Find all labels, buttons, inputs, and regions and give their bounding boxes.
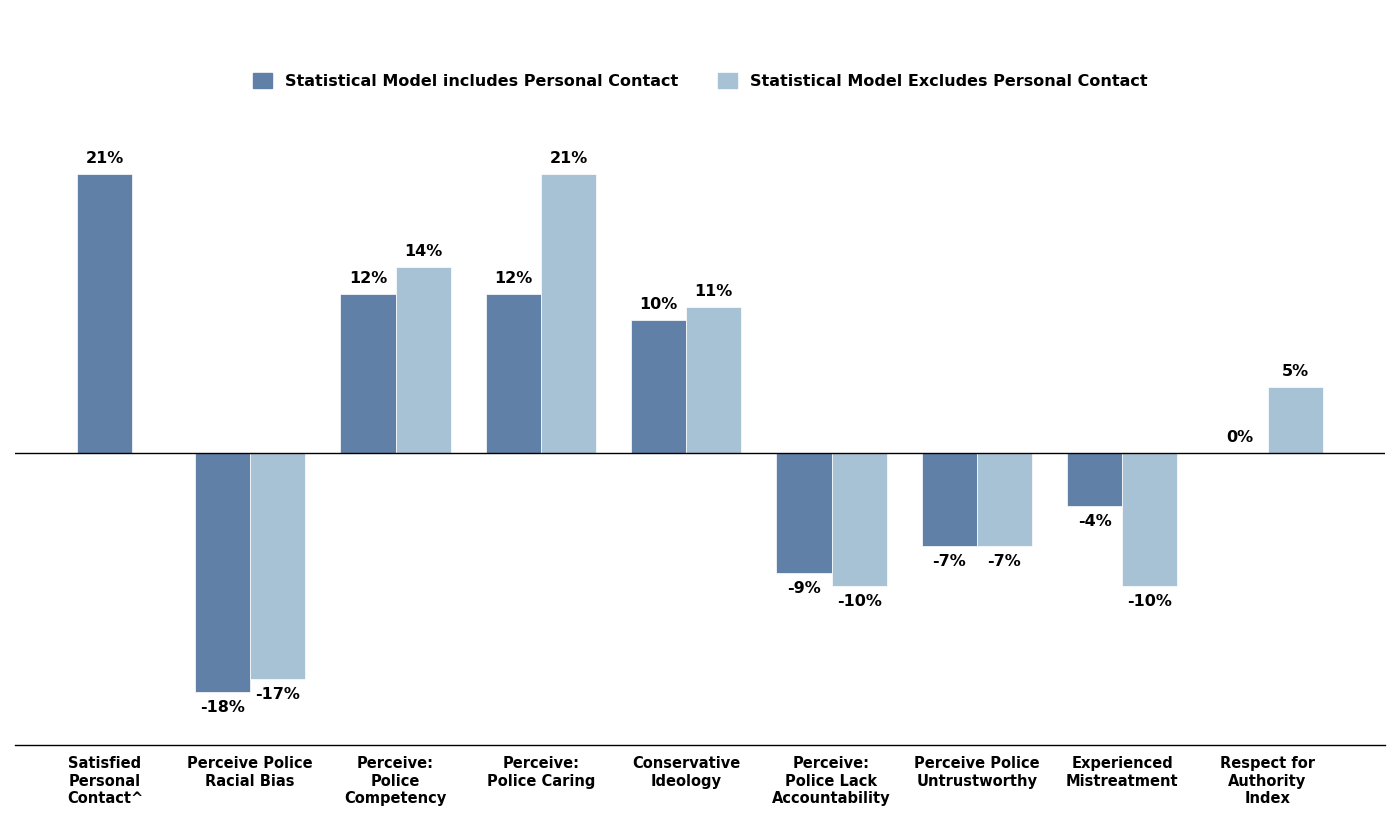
Text: 21%: 21% bbox=[549, 152, 588, 167]
Text: 12%: 12% bbox=[349, 271, 386, 286]
Text: 0%: 0% bbox=[1226, 430, 1253, 445]
Text: 14%: 14% bbox=[405, 245, 442, 259]
Text: -9%: -9% bbox=[787, 580, 820, 595]
Bar bbox=[977, 453, 1032, 546]
Bar bbox=[776, 453, 832, 572]
Bar bbox=[1267, 387, 1323, 453]
Text: 5%: 5% bbox=[1281, 364, 1309, 378]
Bar bbox=[686, 307, 742, 453]
Text: -10%: -10% bbox=[837, 594, 882, 609]
Text: 11%: 11% bbox=[694, 284, 734, 299]
Bar bbox=[195, 453, 251, 692]
Text: -4%: -4% bbox=[1078, 514, 1112, 530]
Bar bbox=[396, 268, 451, 453]
Bar bbox=[340, 294, 396, 453]
Bar bbox=[77, 174, 133, 453]
Text: -7%: -7% bbox=[932, 554, 966, 569]
Bar bbox=[921, 453, 977, 546]
Text: 12%: 12% bbox=[494, 271, 532, 286]
Bar bbox=[832, 453, 886, 586]
Bar bbox=[1123, 453, 1177, 586]
Legend: Statistical Model includes Personal Contact, Statistical Model Excludes Personal: Statistical Model includes Personal Cont… bbox=[252, 73, 1148, 89]
Text: -17%: -17% bbox=[255, 686, 300, 702]
Text: -18%: -18% bbox=[200, 700, 245, 715]
Text: 10%: 10% bbox=[640, 297, 678, 313]
Bar bbox=[631, 320, 686, 453]
Bar bbox=[540, 174, 596, 453]
Bar bbox=[486, 294, 540, 453]
Text: -10%: -10% bbox=[1127, 594, 1172, 609]
Bar bbox=[251, 453, 305, 679]
Text: 21%: 21% bbox=[85, 152, 125, 167]
Text: -7%: -7% bbox=[987, 554, 1022, 569]
Bar bbox=[1067, 453, 1123, 507]
